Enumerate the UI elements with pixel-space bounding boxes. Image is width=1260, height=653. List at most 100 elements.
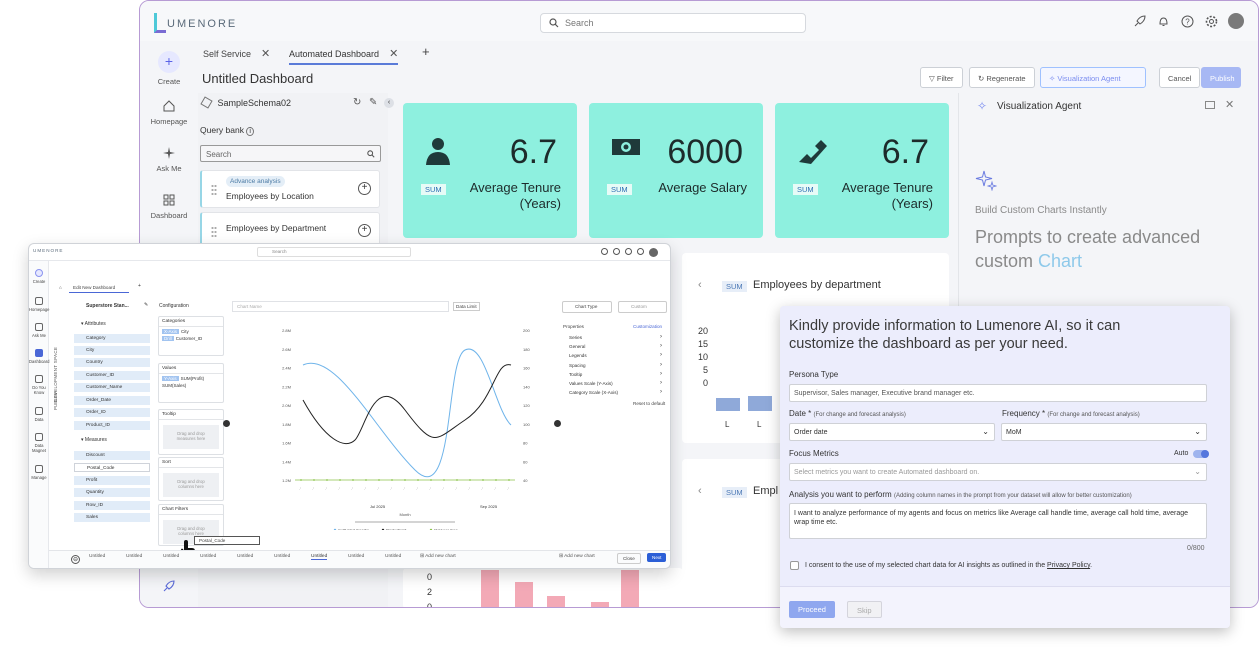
focus-metrics-select[interactable]: Select metrics you want to create Automa… [789,463,1207,481]
bar[interactable] [621,570,639,607]
query-search-input[interactable]: Search [200,145,381,162]
query-item[interactable]: Advance analysis Employees by Location + [200,170,380,208]
collapse-right-icon[interactable] [554,420,561,427]
nav-do-you-know[interactable]: Do You Know [29,375,49,395]
rocket-icon[interactable] [601,248,608,255]
close-icon[interactable]: ✕ [1225,99,1235,111]
chart-tab[interactable]: Untitled [274,554,291,559]
bar[interactable] [716,398,740,411]
bar[interactable] [515,582,533,607]
add-icon[interactable]: + [358,182,371,195]
close-button[interactable]: Close [617,553,641,564]
chart-tab[interactable]: Untitled [237,554,254,559]
add-tab-button[interactable]: + [138,283,141,289]
list-item[interactable]: Row_ID [74,501,150,510]
nav-manage[interactable]: Manage [29,465,49,480]
reset-link[interactable]: Reset to default [633,401,666,406]
search-input[interactable]: Search [540,13,806,33]
add-icon[interactable]: + [358,224,371,237]
dragged-field-chip[interactable]: Postal_Code [194,536,260,545]
chart-tab[interactable]: Untitled [163,554,180,559]
refresh-icon[interactable]: ↻ [353,97,362,108]
publish-tab[interactable]: PUBLISH [53,390,58,410]
skip-button[interactable]: Skip [847,601,882,618]
tab-self-service[interactable]: Self Service ✕ [203,48,271,60]
chart-tab[interactable]: Untitled [200,554,217,559]
proceed-button[interactable]: Proceed [789,601,835,618]
bell-icon[interactable] [613,248,620,255]
kpi-card[interactable]: 6.7 SUM Average Tenure (Years) [403,103,577,238]
nav-homepage[interactable]: Homepage [29,297,50,312]
property-item[interactable]: Values Scale (Y-Axis) [569,380,662,386]
gear-icon[interactable] [1205,15,1218,28]
list-item[interactable]: Customer_Name [74,383,150,392]
chart-tab[interactable]: Untitled [348,554,365,559]
tooltip-box[interactable]: Tooltip Drag and drop measures here [158,409,224,455]
consent-checkbox[interactable] [790,561,799,570]
bar[interactable] [748,396,772,411]
list-item[interactable]: Product_ID [74,421,150,430]
nav-create[interactable]: + Create [157,51,181,86]
list-item[interactable]: Quantity [74,488,150,497]
property-item[interactable]: Category Scale (X-Axis) [569,389,662,395]
bell-icon[interactable] [1157,15,1170,28]
help-icon[interactable]: ? [1181,15,1194,28]
collapse-left-icon[interactable] [223,420,230,427]
property-item[interactable]: Series [569,334,662,340]
list-item[interactable]: Postal_Code [74,463,150,472]
nav-create[interactable]: Create [29,269,49,284]
list-item[interactable]: Customer_ID [74,371,150,380]
property-item[interactable]: Spacing [569,362,662,368]
gear-icon[interactable] [637,248,644,255]
kpi-card[interactable]: 6000 SUM Average Salary [589,103,763,238]
add-circle-icon[interactable]: ⊖ [71,555,80,564]
close-icon[interactable]: ✕ [261,48,271,60]
analysis-textarea[interactable]: I want to analyze performance of my agen… [789,503,1207,539]
nav-ask-me[interactable]: Ask Me [29,323,49,338]
page-title[interactable]: Untitled Dashboard [202,71,314,86]
persona-input[interactable]: Supervisor, Sales manager, Executive bra… [789,384,1207,402]
property-item[interactable]: Tooltip [569,371,662,377]
list-item[interactable]: City [74,346,150,355]
nav-dashboard[interactable]: Dashboard [140,193,198,220]
visualization-agent-button[interactable]: ✧ Visualization Agent [1040,67,1146,88]
chevron-left-icon[interactable]: ‹ [698,279,702,291]
categories-box[interactable]: Categories X-Axis City Drill Customer_ID [158,316,224,356]
drag-handle-icon[interactable] [211,226,217,238]
chart-type-select[interactable]: Chart Type [562,301,612,313]
list-item[interactable]: Sales [74,513,150,522]
rocket-icon[interactable] [162,579,176,593]
tab-edit-dashboard[interactable]: Edit New Dashboard [69,282,129,293]
edit-icon[interactable]: ✎ [144,302,149,308]
chart-tab[interactable]: Untitled [89,554,106,559]
custom-select[interactable]: Custom [618,301,667,313]
chart-tab[interactable]: Untitled [126,554,143,559]
bar[interactable] [547,596,565,607]
add-tab-button[interactable]: + [422,44,430,59]
avatar[interactable] [1228,13,1244,29]
values-box[interactable]: Values Y-Axis SUM(Profit) SUM(Sales) [158,363,224,403]
sidebar-toggle-icon[interactable] [1205,101,1215,109]
search-input[interactable]: Search [257,247,411,257]
list-item[interactable]: Order_ID [74,408,150,417]
edit-icon[interactable]: ✎ [369,97,378,108]
data-limit-button[interactable]: Data Limit [453,302,480,311]
chart-tab-active[interactable]: Untitled [311,554,328,560]
add-new-chart-button[interactable]: ⊞ Add new chart [559,554,595,559]
dataset-name[interactable]: Superstore Stan... [86,303,129,309]
collapse-panel-button[interactable]: ‹ [384,98,394,108]
home-icon[interactable]: ⌂ [59,285,62,290]
sort-box[interactable]: Sort Drag and drop columns here [158,457,224,501]
drag-handle-icon[interactable] [211,184,217,196]
chevron-left-icon[interactable]: ‹ [698,485,702,497]
help-icon[interactable] [625,248,632,255]
cancel-button[interactable]: Cancel [1159,67,1201,88]
list-item[interactable]: Profit [74,476,150,485]
nav-dashboard[interactable]: Dashboard [29,349,50,364]
list-item[interactable]: Category [74,334,150,343]
property-item[interactable]: General [569,343,662,349]
avatar[interactable] [649,248,658,257]
date-select[interactable]: Order date ⌄ [789,423,995,441]
list-item[interactable]: Order_Date [74,396,150,405]
